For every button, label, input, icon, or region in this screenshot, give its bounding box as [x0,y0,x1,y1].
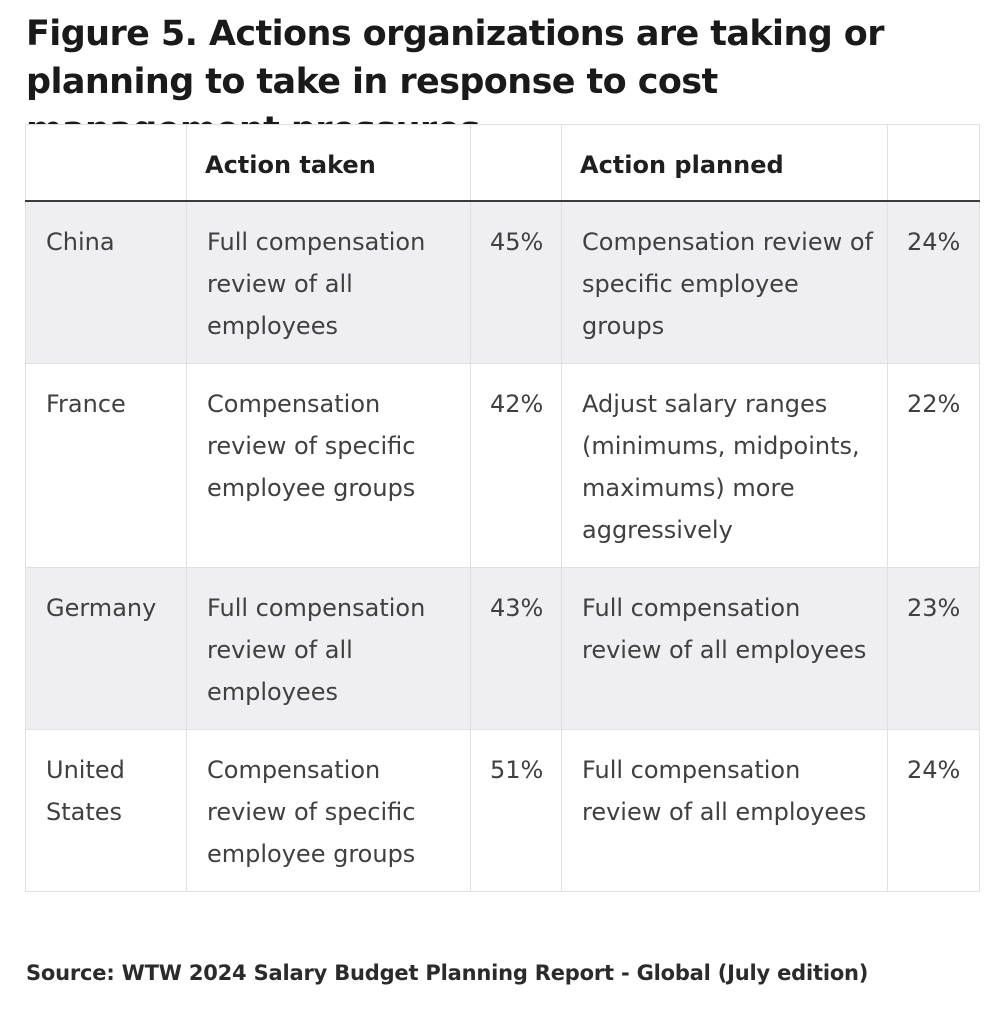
action-planned-pct-cell: 23% [887,566,980,730]
source-note: Source: WTW 2024 Salary Budget Planning … [26,961,869,985]
country-cell: United States [25,728,187,892]
action-planned-cell: Adjust salary ranges (minimums, midpoint… [561,362,888,568]
country-cell: Germany [25,566,187,730]
action-taken-cell: Compensation review of specific employee… [186,728,471,892]
action-planned-pct-cell: 22% [887,362,980,568]
action-planned-cell: Full compensation review of all employee… [561,728,888,892]
table-row: France Compensation review of specific e… [25,362,980,568]
action-planned-pct-cell: 24% [887,200,980,364]
header-action-taken: Action taken [186,124,471,202]
table-row: China Full compensation review of all em… [25,200,980,364]
action-planned-cell: Compensation review of specific employee… [561,200,888,364]
action-taken-pct-cell: 45% [470,200,562,364]
action-taken-pct-cell: 51% [470,728,562,892]
country-cell: France [25,362,187,568]
header-country [25,124,187,202]
table-row: United States Compensation review of spe… [25,728,980,892]
header-action-planned: Action planned [561,124,888,202]
action-taken-pct-cell: 43% [470,566,562,730]
header-action-taken-pct [470,124,562,202]
table-header-row: Action taken Action planned [25,124,980,202]
action-taken-cell: Full compensation review of all employee… [186,200,471,364]
action-taken-cell: Full compensation review of all employee… [186,566,471,730]
header-action-planned-pct [887,124,980,202]
action-planned-cell: Full compensation review of all employee… [561,566,888,730]
action-taken-cell: Compensation review of specific employee… [186,362,471,568]
action-planned-pct-cell: 24% [887,728,980,892]
action-taken-pct-cell: 42% [470,362,562,568]
country-cell: China [25,200,187,364]
actions-table: Action taken Action planned China Full c… [25,124,980,892]
table-row: Germany Full compensation review of all … [25,566,980,730]
